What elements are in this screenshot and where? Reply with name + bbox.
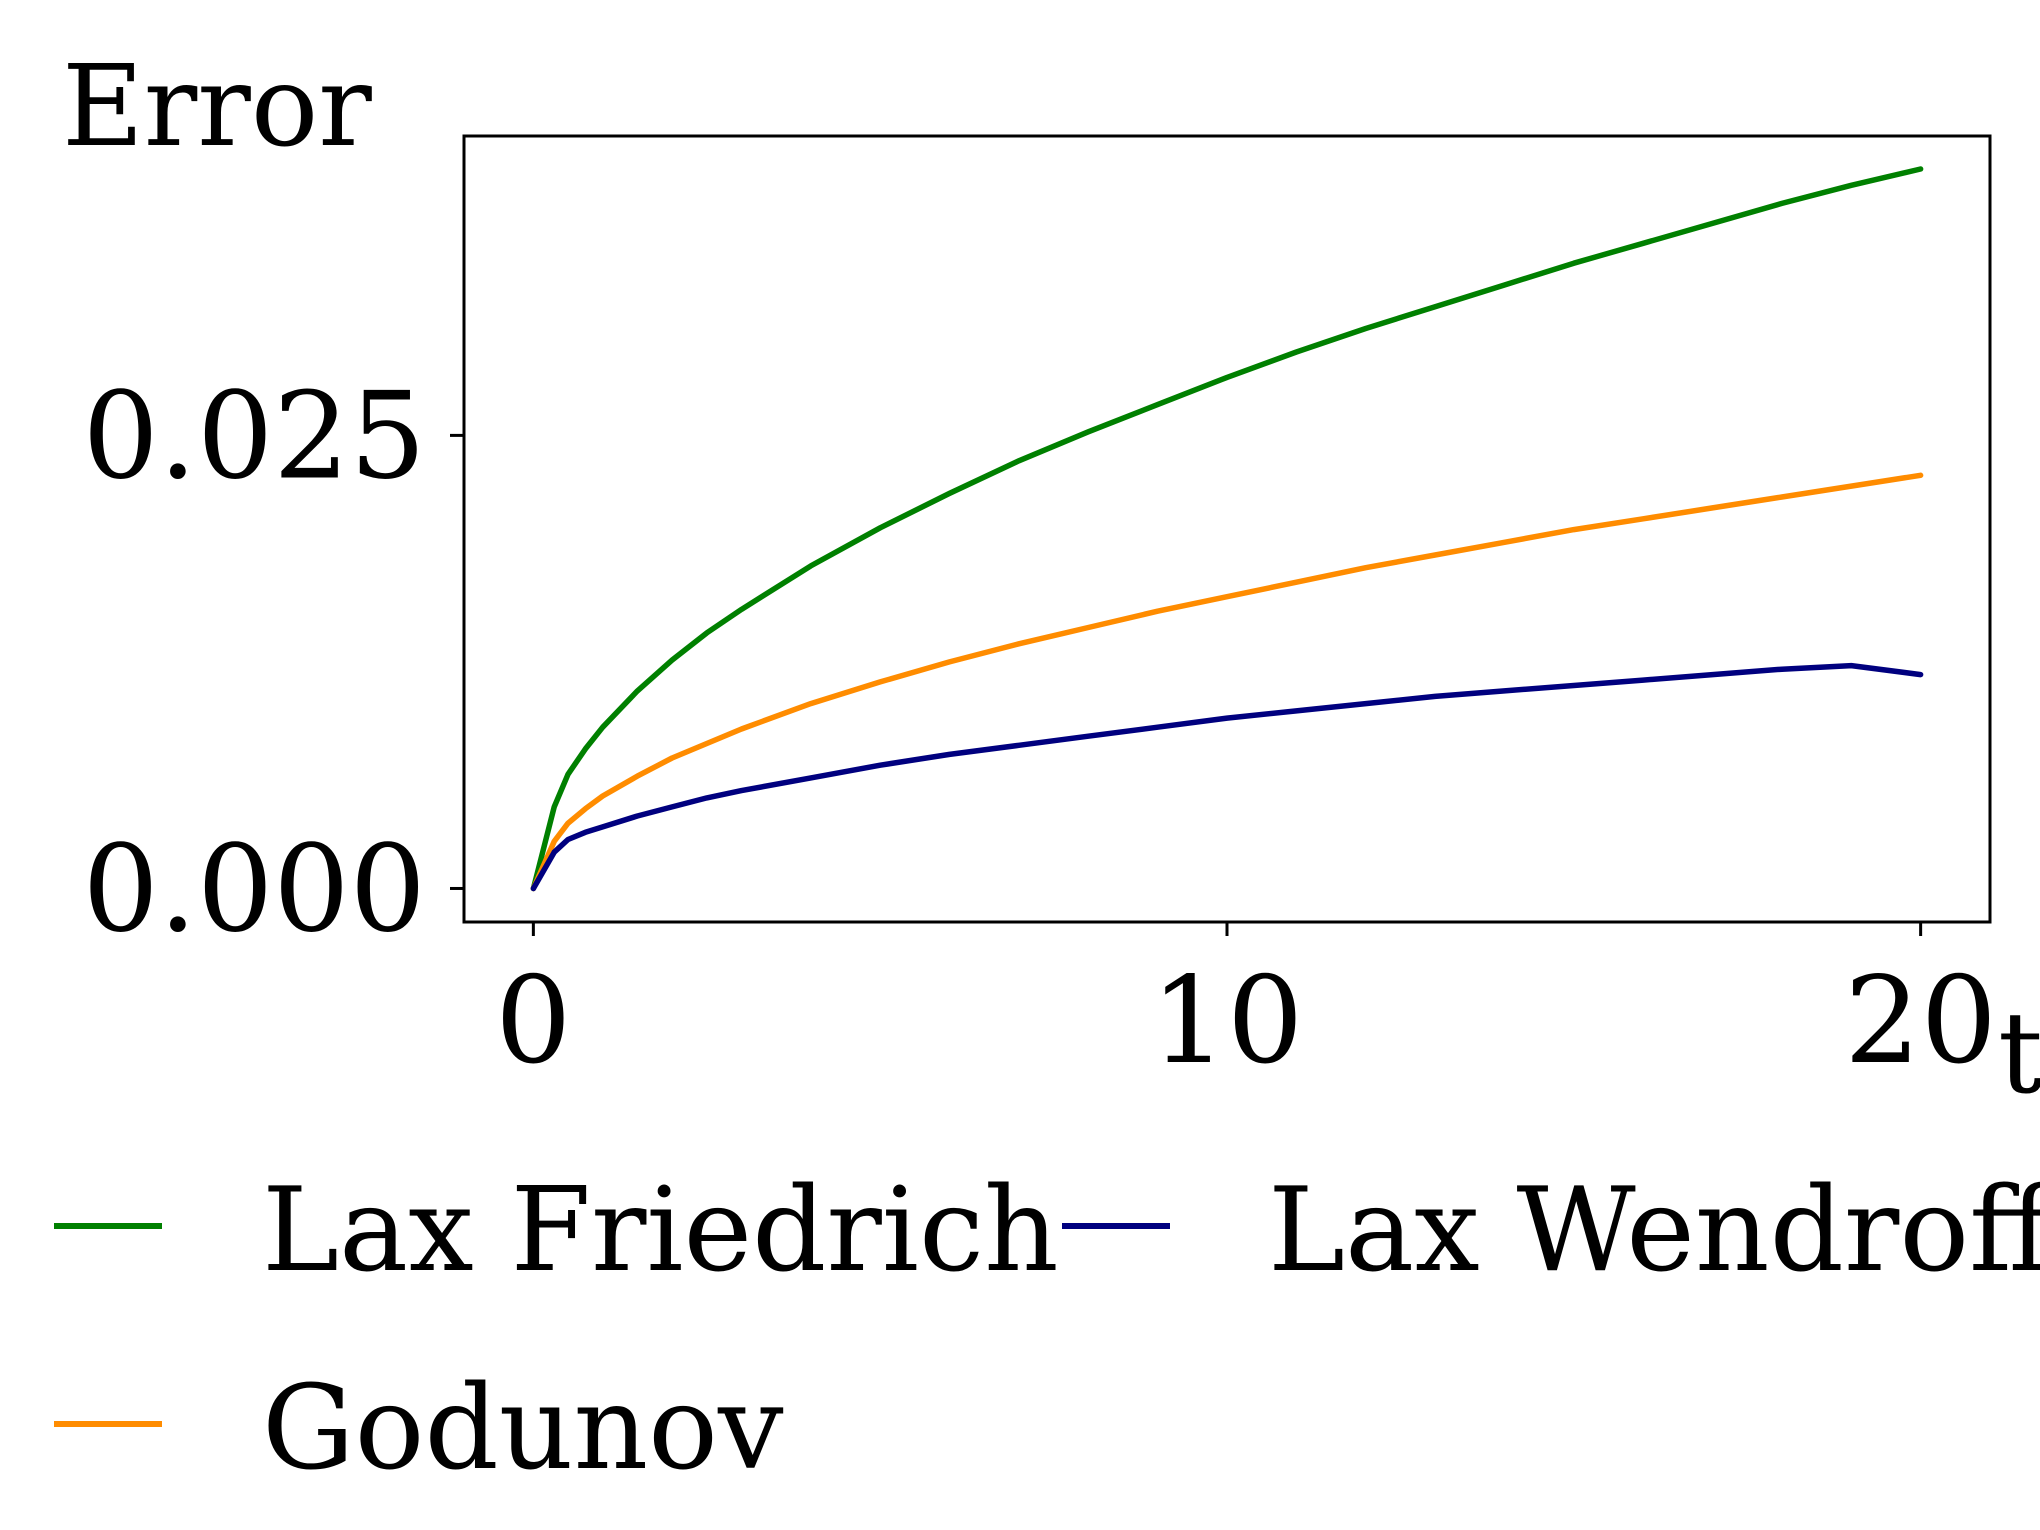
- series-line-3: [530, 662, 1924, 892]
- legend: Lax Friedrich Godunov Lax Wendroff: [54, 1163, 2040, 1496]
- legend-label-1: Lax Friedrich: [262, 1163, 1059, 1298]
- legend-label-2: Godunov: [262, 1361, 784, 1496]
- x-tick-label: 10: [1151, 952, 1304, 1091]
- x-axis-label: t: [1998, 989, 2040, 1119]
- series-line-2: [530, 472, 1924, 892]
- x-tick-label: 20: [1844, 952, 1997, 1091]
- y-tick-label: 0.000: [82, 820, 426, 959]
- series-lines: [530, 166, 1924, 892]
- y-tick-label: 0.025: [82, 367, 426, 506]
- x-tick-label: 0: [495, 952, 571, 1091]
- axis-ticks: 0 10 20 0.000 0.025: [82, 367, 1997, 1091]
- series-line-1: [530, 166, 1924, 892]
- plot-area-frame: [462, 134, 1992, 924]
- y-axis-label: Error: [62, 42, 372, 172]
- legend-label-3: Lax Wendroff: [1268, 1163, 2040, 1298]
